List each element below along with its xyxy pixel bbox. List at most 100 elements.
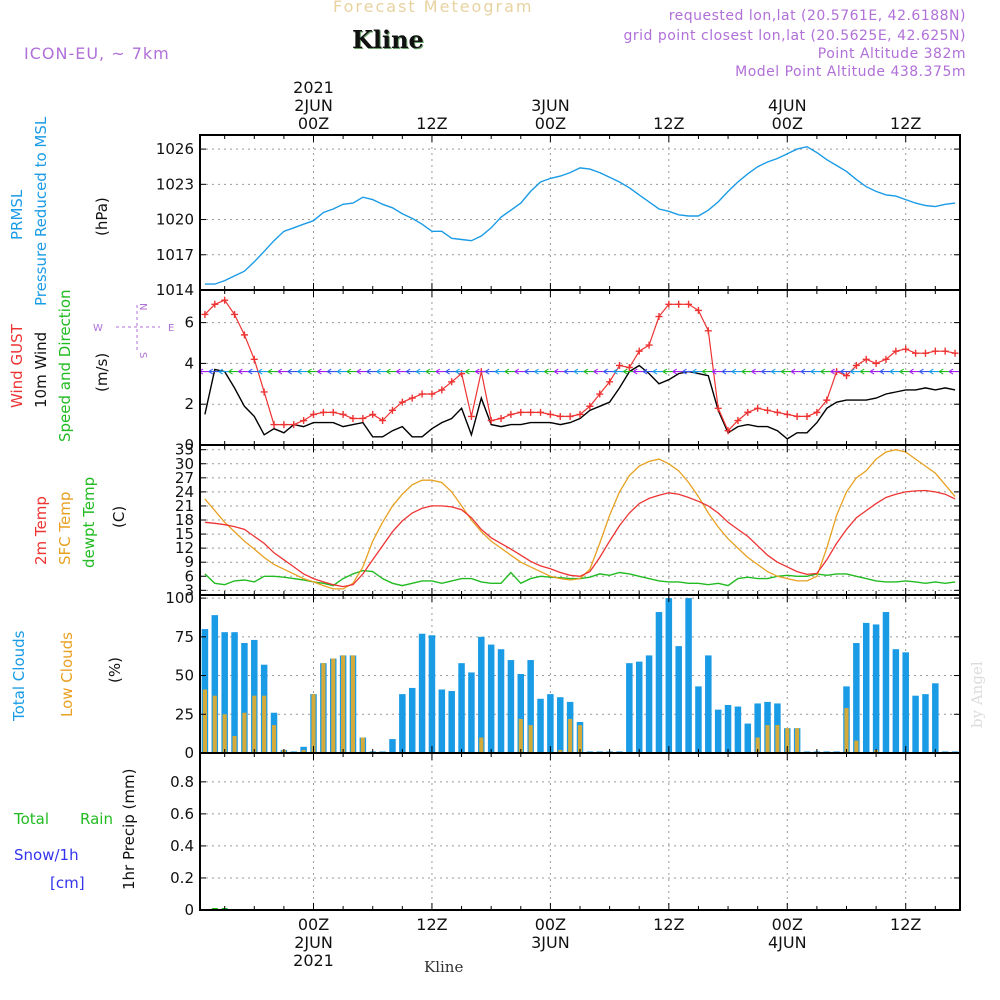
y-tick-label: 24 <box>175 483 194 501</box>
footer-station: Kline <box>424 958 464 976</box>
total-clouds-bar <box>724 704 732 753</box>
wind-gust-marker <box>260 388 268 396</box>
total-clouds-bar <box>882 612 890 753</box>
wind-gust-marker <box>231 310 239 318</box>
low-clouds-bar <box>360 737 365 753</box>
wind-gust-marker <box>527 408 535 416</box>
total-clouds-bar <box>754 703 761 753</box>
low-clouds-bar <box>212 695 217 753</box>
wind-gust-marker <box>665 300 673 308</box>
top-day-label: 3JUN <box>531 96 570 115</box>
compass-south: S <box>137 352 148 358</box>
total-clouds-bar <box>744 723 752 753</box>
total-clouds-bar <box>922 694 929 753</box>
total-clouds-bar <box>902 652 909 753</box>
wind-gust-marker <box>388 406 396 414</box>
y-tick-label: 27 <box>175 469 194 487</box>
low-clouds-bar <box>252 695 257 753</box>
wind-gust-marker <box>941 347 949 355</box>
total-clouds-bar <box>399 694 406 753</box>
wind-gust-marker <box>754 404 762 412</box>
top-time-axis: 2021 2JUN 00Z 12Z 3JUN 00Z 12Z 4JUN 00Z … <box>293 78 921 133</box>
prmsl-label: PRMSL <box>8 189 26 240</box>
y-tick-label: 0.8 <box>170 773 194 791</box>
y-tick-label: 0 <box>184 901 194 919</box>
compass-rose: N S W E <box>93 303 174 358</box>
wind-gust-marker <box>586 402 594 410</box>
y-tick-label: 33 <box>175 441 194 459</box>
meteogram-title: Forecast Meteogram <box>333 0 534 16</box>
wind-gust-marker <box>349 414 357 422</box>
low-clouds-bar <box>479 737 484 753</box>
y-tick-label: 1017 <box>156 246 194 264</box>
wind-gust-marker <box>280 421 288 429</box>
wind-gust-marker <box>764 406 772 414</box>
wind-10m-series-line <box>204 364 956 440</box>
low-clouds-bar <box>785 728 790 753</box>
y-tick-label: 0 <box>184 436 194 454</box>
y-tick-label: 2 <box>184 395 194 413</box>
low-clouds-bar <box>795 728 800 753</box>
wind-gust-marker <box>852 361 860 369</box>
low-clouds-bar <box>775 725 780 753</box>
wind-gust-marker <box>902 345 910 353</box>
temp-2m-series-line <box>204 489 956 588</box>
wind-gust-marker <box>211 300 219 308</box>
low-clouds-bar <box>222 714 227 753</box>
station-name: Kline <box>352 25 424 54</box>
wind-gust-marker <box>921 349 929 357</box>
wind-gust-marker <box>408 394 416 402</box>
y-tick-label: 12 <box>175 539 194 557</box>
bottom-time-axis: 00Z 2JUN 2021 12Z 00Z 3JUN 12Z 00Z 4JUN … <box>293 915 921 970</box>
bottom-hour-label: 00Z <box>535 915 566 934</box>
point-altitude: Point Altitude 382m <box>817 46 966 62</box>
wind-gust-marker <box>685 300 693 308</box>
y-tick-label: 1026 <box>156 140 194 158</box>
y-tick-label: 50 <box>175 667 194 685</box>
wind-gust-marker <box>398 398 406 406</box>
total-clouds-bar <box>695 686 702 753</box>
total-clouds-bar <box>872 624 880 753</box>
gridpoint-coords: grid point closest lon,lat (20.5625E, 42… <box>623 28 966 44</box>
wind-gust-marker <box>300 417 308 425</box>
low-clouds-bar <box>350 655 356 753</box>
wind-gust-marker <box>221 296 229 304</box>
total-clouds-bar <box>428 635 436 753</box>
total-precip-label: Total <box>13 810 49 828</box>
precip-axis-label: 1hr Precip (mm) <box>120 769 138 890</box>
wind-gust-marker <box>310 410 318 418</box>
wind-gust-marker <box>201 310 209 318</box>
wind-gust-marker <box>606 378 614 386</box>
total-clouds-bar <box>557 697 564 753</box>
sfc-temp-series-line <box>204 449 956 590</box>
total-clouds-bar <box>912 695 919 753</box>
wind-gust-marker <box>714 404 722 412</box>
total-clouds-bar <box>458 663 465 753</box>
y-tick-label: 21 <box>175 497 194 515</box>
total-clouds-bar <box>714 709 722 753</box>
low-clouds-bar <box>577 725 583 753</box>
low-clouds-bar <box>558 749 563 753</box>
total-clouds-bar <box>478 636 485 753</box>
top-hour-label: 00Z <box>772 114 803 133</box>
wind-gust-marker <box>487 417 495 425</box>
wind-gust-marker <box>290 421 298 429</box>
total-clouds-label: Total Clouds <box>10 630 28 722</box>
temp-2m-label: 2m Temp <box>32 496 50 565</box>
wind-gust-marker <box>369 410 377 418</box>
snow-unit-label: [cm] <box>50 874 85 892</box>
pressure-label: Pressure Reduced to MSL <box>32 116 50 306</box>
panel-frame <box>199 134 961 291</box>
bottom-year-label: 2021 <box>293 951 334 970</box>
panel-frames <box>199 134 961 911</box>
low-clouds-bar <box>301 749 306 753</box>
y-tick-label: 0.6 <box>170 805 194 823</box>
total-clouds-bar <box>734 706 742 753</box>
wind-gust-marker <box>537 408 545 416</box>
total-clouds-bar <box>468 672 475 753</box>
wind-gust-marker <box>467 412 475 420</box>
y-tick-label: 30 <box>175 455 194 473</box>
total-clouds-bar <box>517 674 525 753</box>
wind-gust-marker <box>951 349 959 357</box>
y-tick-label: 6 <box>184 567 194 585</box>
